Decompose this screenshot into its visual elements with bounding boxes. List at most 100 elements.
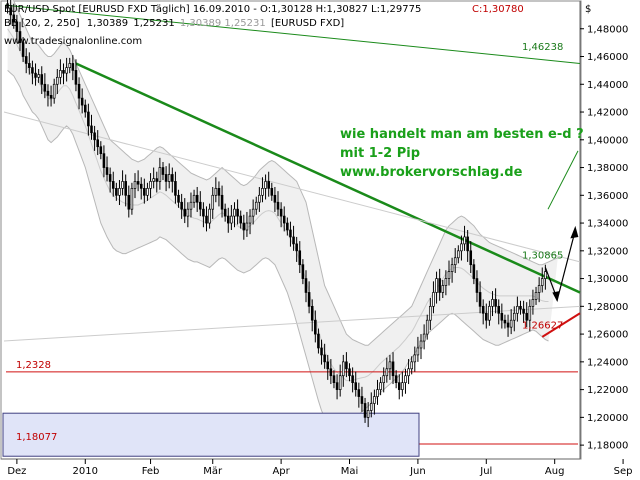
candle-body: [401, 382, 404, 390]
candle: [264, 174, 267, 200]
candle-body: [419, 340, 423, 349]
candle-body: [407, 368, 410, 377]
candle: [220, 185, 224, 218]
candle-body: [450, 264, 454, 272]
candle: [143, 178, 146, 204]
level-label: 1,30865: [522, 251, 563, 262]
candle: [363, 397, 367, 423]
candle: [251, 199, 255, 225]
candle-body: [366, 410, 370, 418]
candle: [354, 371, 358, 397]
candle-body: [416, 347, 420, 356]
candle-body: [192, 194, 196, 203]
candle: [369, 392, 373, 418]
header-close: C:1,30780: [472, 4, 524, 15]
candle: [59, 59, 62, 85]
candle: [130, 182, 134, 215]
bollinger-bands: [7, 0, 558, 432]
candle-body: [273, 194, 277, 203]
candle-body: [519, 305, 522, 310]
candle-body: [391, 361, 395, 377]
candle-body: [469, 250, 473, 266]
candle-body: [310, 305, 314, 321]
candle: [217, 181, 221, 207]
copyright-source: www.tradesignalonline.com: [4, 36, 142, 47]
candle: [320, 339, 323, 365]
candle-body: [87, 111, 90, 127]
candle: [93, 125, 96, 151]
candle-body: [217, 188, 221, 196]
candle: [472, 259, 476, 285]
candle-body: [472, 264, 476, 279]
candle: [457, 245, 460, 264]
candle-body: [90, 125, 93, 134]
candle: [516, 296, 519, 322]
candle-body: [453, 257, 457, 266]
y-tick-label: 1,22000: [587, 385, 628, 396]
candle-body: [516, 305, 519, 314]
y-tick-label: 1,42000: [587, 108, 628, 119]
candle: [534, 286, 538, 305]
candle-body: [208, 208, 211, 224]
candle-body: [96, 139, 99, 148]
candle-body: [332, 375, 336, 384]
candle: [397, 374, 401, 400]
candle: [475, 270, 479, 303]
candle: [108, 167, 112, 193]
candle-body: [488, 305, 491, 321]
candle-body: [12, 14, 16, 23]
candle: [205, 206, 208, 232]
candle-body: [115, 188, 118, 196]
candle-body: [534, 292, 538, 300]
candle-body: [74, 70, 78, 85]
candle: [49, 85, 53, 107]
candle: [202, 202, 205, 228]
candle-body: [68, 63, 72, 68]
candle: [531, 289, 535, 315]
level-label: 1,2328: [16, 360, 51, 371]
candle-body: [357, 389, 361, 397]
candle: [139, 177, 143, 200]
candle-body: [102, 153, 106, 168]
candle-body: [233, 208, 236, 217]
candle-body: [307, 292, 311, 307]
candle-body: [180, 201, 183, 210]
candle-body: [80, 97, 84, 106]
candle-body: [146, 188, 149, 196]
band-area: [7, 0, 558, 432]
candle: [450, 257, 454, 283]
candle-body: [397, 382, 401, 390]
candle: [43, 73, 47, 99]
candle: [28, 52, 31, 75]
y-tick-label: 1,28000: [587, 302, 628, 313]
candle-body: [37, 74, 40, 78]
candle: [121, 170, 124, 196]
candle: [509, 309, 513, 335]
candle-body: [31, 67, 34, 74]
candle: [124, 174, 127, 207]
candle: [24, 48, 28, 74]
middle-band-line: [7, 28, 549, 382]
candle: [115, 182, 118, 201]
candle: [503, 314, 507, 329]
candle: [83, 99, 87, 118]
level-labels: 1,46238 1,30865 1,26627 1,2328 1,18077: [16, 42, 563, 443]
candle-body: [295, 243, 298, 252]
candle: [270, 182, 274, 201]
candle-body: [139, 183, 143, 189]
currency-symbol: $: [585, 4, 591, 15]
candle: [525, 302, 528, 328]
candle: [310, 299, 314, 332]
candle-body: [118, 188, 121, 196]
candle: [335, 374, 339, 400]
candle: [226, 207, 230, 233]
candle-body: [475, 278, 479, 293]
candle: [99, 141, 103, 160]
bb-upper-value: 1,30389: [87, 18, 128, 29]
candle-body: [124, 181, 127, 196]
candle: [410, 356, 413, 375]
candle: [329, 359, 333, 385]
candle: [298, 241, 302, 274]
candle: [155, 171, 159, 193]
candle: [62, 63, 65, 85]
